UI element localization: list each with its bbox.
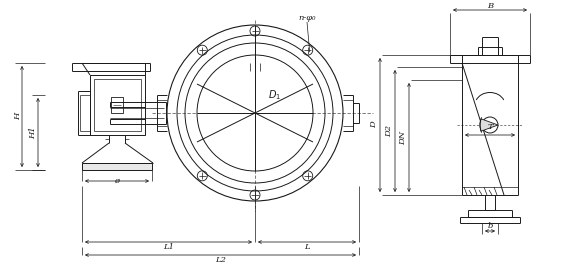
Bar	[94, 79, 141, 131]
Text: ø: ø	[114, 177, 119, 185]
Text: DN: DN	[399, 131, 407, 145]
Text: n-φ₀: n-φ₀	[298, 14, 316, 22]
Bar	[90, 75, 145, 135]
Text: D: D	[370, 122, 378, 128]
Text: B: B	[487, 2, 493, 10]
Text: L2: L2	[215, 256, 226, 264]
Wedge shape	[480, 119, 498, 131]
Bar	[111, 97, 123, 113]
Text: T: T	[487, 123, 493, 131]
Text: L1: L1	[163, 243, 174, 251]
Text: H: H	[14, 113, 22, 120]
Text: H1: H1	[29, 126, 37, 139]
Text: L: L	[304, 243, 310, 251]
Text: b: b	[487, 222, 492, 230]
Bar	[82, 163, 152, 170]
Text: $D_1$: $D_1$	[269, 88, 281, 102]
Text: D2: D2	[385, 125, 393, 137]
